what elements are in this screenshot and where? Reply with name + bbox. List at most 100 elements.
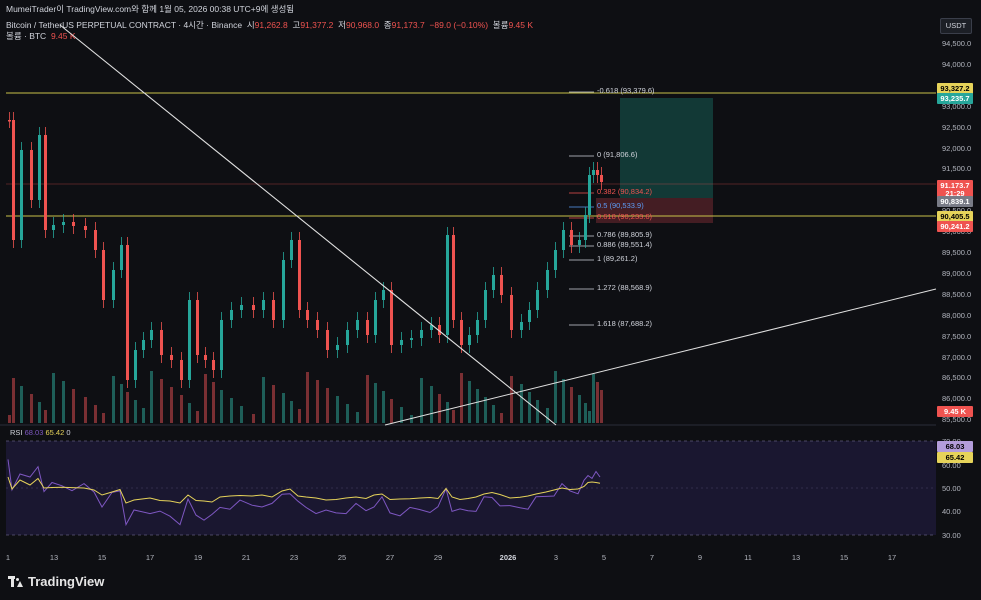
candle-body — [84, 226, 87, 230]
volume-bar — [546, 408, 549, 423]
volume-bar — [452, 410, 455, 423]
volume-bar — [282, 393, 285, 423]
fib-level-label: 0 (91,806.6) — [597, 150, 638, 159]
price-axis-tick: 88,500.0 — [942, 289, 972, 299]
candle-body — [500, 275, 503, 295]
time-axis-tick: 13 — [49, 553, 59, 562]
candle-body — [400, 340, 403, 345]
candle-body — [142, 340, 145, 350]
volume-bar — [160, 379, 163, 423]
candle-body — [212, 360, 215, 370]
candle-body — [94, 230, 97, 250]
candle-body — [336, 345, 339, 350]
volume-bar — [460, 373, 463, 423]
candle-body — [562, 230, 565, 250]
fib-level-label: 0.786 (89,805.9) — [597, 230, 653, 239]
high-label: 고 — [292, 20, 301, 30]
long-position-stop-zone[interactable] — [596, 198, 713, 223]
time-axis-tick: 2026 — [499, 553, 517, 562]
volume-bar — [446, 402, 449, 423]
volume-bar — [410, 415, 413, 423]
time-axis-tick: 15 — [839, 553, 849, 562]
candle-body — [150, 330, 153, 340]
volume-bar — [112, 376, 115, 423]
time-axis-tick: 17 — [145, 553, 155, 562]
candle-body — [170, 355, 173, 360]
volume-bar — [476, 389, 479, 423]
volume-bar — [420, 378, 423, 423]
volume-bar — [272, 385, 275, 423]
candle-body — [290, 240, 293, 260]
price-axis-tick: 87,000.0 — [942, 352, 972, 362]
volume-bar — [180, 395, 183, 423]
price-tag: 91,173.7 — [937, 180, 973, 191]
volume-bar — [20, 386, 23, 423]
volume-bar — [204, 374, 207, 423]
fib-level-label: 0.382 (90,834.2) — [597, 187, 653, 196]
volume-bar — [252, 414, 255, 423]
ascending-trendline[interactable] — [384, 288, 937, 426]
low-label: 저 — [338, 20, 346, 30]
volume-bar — [212, 382, 215, 423]
candle-body — [102, 250, 105, 300]
tradingview-brand-text: TradingView — [28, 574, 105, 589]
candle-body — [316, 320, 319, 330]
long-position-target-zone[interactable] — [620, 98, 713, 198]
price-axis-tick: 94,500.0 — [942, 39, 972, 48]
candle-body — [44, 135, 47, 230]
candle-body — [570, 230, 573, 245]
volume-bar — [94, 405, 97, 423]
price-axis-tick: 88,000.0 — [942, 310, 972, 320]
volume-bar — [484, 397, 487, 423]
candle-body — [52, 225, 55, 230]
rsi-ma-tag: 65.42 — [937, 452, 973, 463]
candle-body — [420, 330, 423, 338]
volume-bar — [390, 399, 393, 423]
rsi-legend[interactable]: RSI 68.03 65.42 0 — [10, 428, 71, 437]
candle-body — [38, 135, 41, 200]
close-value: 91,173.7 — [391, 20, 425, 30]
price-tag: 21:29 — [937, 188, 973, 199]
candle-body — [536, 290, 539, 310]
volume-bar — [8, 415, 11, 423]
volume-legend-value: 9.45 K — [50, 31, 76, 41]
candle-body — [468, 335, 471, 345]
rsi-label: RSI — [10, 428, 23, 437]
volume-bar — [584, 403, 587, 423]
candle-body — [120, 245, 123, 270]
price-tag: 90,241.2 — [937, 221, 973, 232]
symbol-legend[interactable]: Bitcoin / TetherUS PERPETUAL CONTRACT · … — [6, 19, 533, 31]
fib-level-label: 1.618 (87,688.2) — [597, 319, 653, 328]
candle-body — [528, 310, 531, 322]
candle-body — [390, 290, 393, 345]
candle-body — [30, 150, 33, 200]
price-tag: 90,405.5 — [937, 211, 973, 222]
volume-bar — [142, 408, 145, 423]
volume-legend[interactable]: 볼륨 · BTC 9.45 K — [6, 30, 76, 42]
volume-bar — [30, 394, 33, 423]
volume-bar — [72, 389, 75, 423]
candle-body — [382, 290, 385, 300]
candle-body — [298, 240, 301, 310]
descending-trendline[interactable] — [59, 24, 557, 426]
volume-value: 9.45 K — [508, 20, 534, 30]
time-axis-tick: 15 — [97, 553, 107, 562]
volume-bar — [592, 374, 595, 423]
tradingview-logo[interactable]: TradingView — [8, 574, 104, 589]
time-axis-tick: 9 — [697, 553, 703, 562]
time-axis-tick: 11 — [744, 553, 752, 562]
volume-bar — [570, 387, 573, 423]
volume-bar — [134, 400, 137, 423]
price-axis-tick: 92,500.0 — [942, 122, 972, 132]
currency-button[interactable]: USDT — [940, 18, 972, 34]
volume-bar — [126, 392, 129, 423]
volume-bar — [84, 397, 87, 423]
volume-bar — [520, 384, 523, 423]
rsi-ma-line — [7, 476, 601, 504]
volume-bar — [492, 405, 495, 423]
price-axis-tick: 90,500.0 — [942, 206, 971, 215]
candle-body — [588, 175, 591, 215]
volume-bar — [430, 386, 433, 423]
price-axis-tick: 87,500.0 — [942, 331, 972, 341]
